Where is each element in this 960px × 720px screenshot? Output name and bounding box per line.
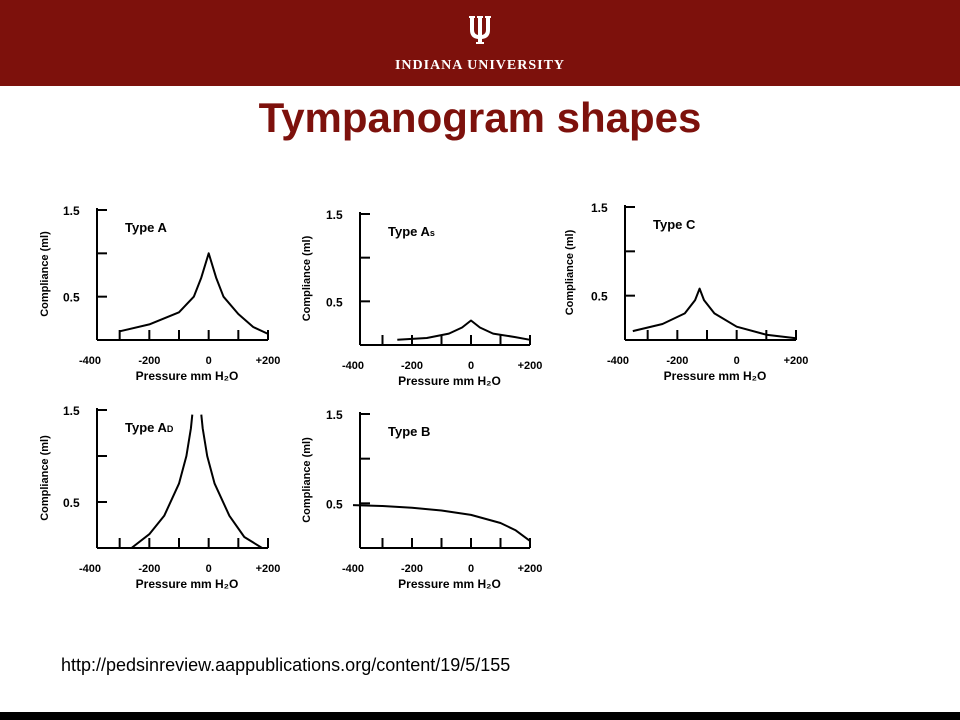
series-line-1 — [352, 504, 531, 548]
y-tick-label: 1.5 — [326, 408, 343, 422]
x-axis-label: Pressure mm H₂O — [398, 374, 501, 388]
chart-panel-3: 1.5 0.5 -400 -200 0 +200 Pressure mm H₂O Compli… — [564, 201, 808, 383]
chart-panel-5: 1.5 0.5 -400 -200 0 +200 Pressure mm H₂O Compli… — [301, 408, 542, 591]
x-tick-label: -200 — [138, 563, 160, 575]
series-line-1 — [632, 287, 797, 340]
x-tick-label: +200 — [256, 563, 281, 575]
chart-title: Type B — [388, 424, 430, 439]
y-tick-label: 0.5 — [591, 290, 608, 304]
source-link[interactable]: http://pedsinreview.aappublications.org/… — [61, 655, 511, 675]
x-tick-label: -400 — [79, 563, 101, 575]
y-tick-label: 0.5 — [63, 291, 80, 305]
x-tick-label: 0 — [206, 563, 212, 575]
x-axis-label: Pressure mm H₂O — [664, 369, 767, 383]
x-tick-label: -400 — [79, 355, 101, 367]
x-tick-label: 0 — [468, 563, 474, 575]
chart-panel-4: 1.5 0.5 -400 -200 0 +200 Pressure mm H₂O Compli… — [39, 404, 280, 591]
x-tick-label: 0 — [468, 360, 474, 372]
chart-title: Type A — [125, 220, 168, 235]
series-line-1 — [397, 319, 531, 341]
chart-title: Type C — [653, 217, 696, 232]
university-name: INDIANA UNIVERSITY — [394, 58, 566, 73]
header-bar: INDIANA UNIVERSITY — [0, 0, 960, 86]
y-axis-label: Compliance (ml) — [39, 435, 51, 521]
x-tick-label: -200 — [138, 355, 160, 367]
x-tick-label: -200 — [401, 563, 423, 575]
x-tick-label: -400 — [342, 360, 364, 372]
series-line-1 — [130, 414, 194, 549]
x-axis-label: Pressure mm H₂O — [136, 577, 239, 591]
slide-title: Tympanogram shapes — [258, 94, 702, 141]
x-tick-label: 0 — [206, 355, 212, 367]
series-line-1 — [119, 252, 269, 335]
footer-bar — [0, 712, 960, 720]
chart-title: Type AD — [125, 420, 174, 435]
y-tick-label: 1.5 — [63, 204, 80, 218]
chart-title: Type As — [388, 224, 435, 239]
x-tick-label: +200 — [256, 355, 281, 367]
tympanogram-charts: 1.5 0.5 -400 -200 0 +200 Pressure mm H₂O Compli… — [39, 201, 808, 591]
x-tick-label: +200 — [784, 355, 809, 367]
y-axis-label: Compliance (ml) — [301, 235, 313, 321]
y-tick-label: 0.5 — [326, 497, 343, 511]
y-tick-label: 0.5 — [326, 295, 343, 309]
chart-panel-2: 1.5 0.5 -400 -200 0 +200 Pressure mm H₂O Compli… — [301, 208, 542, 388]
x-tick-label: 0 — [734, 355, 740, 367]
y-axis-label: Compliance (ml) — [301, 437, 313, 523]
x-tick-label: -200 — [666, 355, 688, 367]
x-tick-label: -400 — [607, 355, 629, 367]
y-tick-label: 1.5 — [63, 404, 80, 418]
trident-icon — [469, 16, 491, 44]
chart-panel-1: 1.5 0.5 -400 -200 0 +200 Pressure mm H₂O Compli… — [39, 204, 280, 383]
y-tick-label: 1.5 — [326, 208, 343, 222]
y-axis-label: Compliance (ml) — [39, 231, 51, 317]
x-tick-label: -200 — [401, 360, 423, 372]
x-axis-label: Pressure mm H₂O — [398, 577, 501, 591]
x-axis-label: Pressure mm H₂O — [136, 369, 239, 383]
y-tick-label: 1.5 — [591, 201, 608, 215]
y-tick-label: 0.5 — [63, 496, 80, 510]
x-tick-label: +200 — [518, 360, 543, 372]
x-tick-label: +200 — [518, 563, 543, 575]
series-line-2 — [200, 414, 263, 549]
x-tick-label: -400 — [342, 563, 364, 575]
y-axis-label: Compliance (ml) — [564, 229, 576, 315]
